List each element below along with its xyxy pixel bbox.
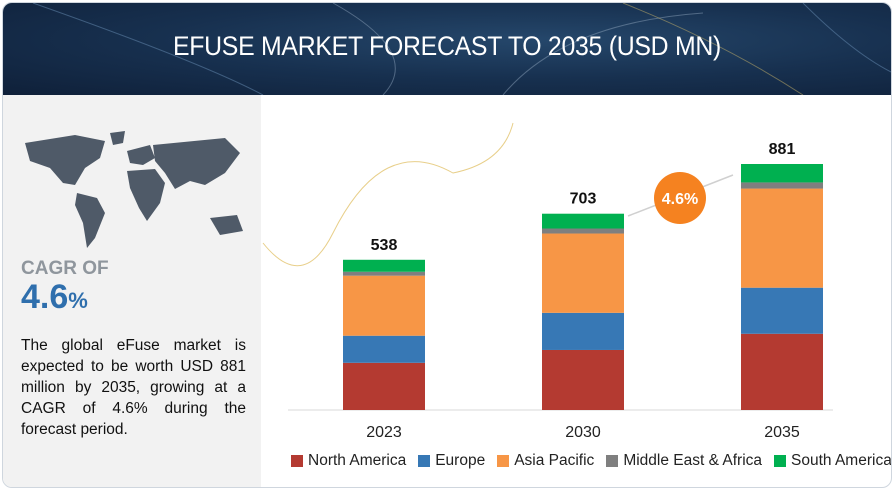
cagr-bubble-label: 4.6% — [662, 191, 698, 208]
decorative-light-trails — [32, 3, 891, 95]
chart-legend: North America Europe Asia Pacific Middle Ea… — [291, 452, 892, 470]
legend-item: Asia Pacific — [497, 452, 594, 470]
legend-label: Middle East & Africa — [623, 452, 763, 469]
world-map-icon — [25, 131, 243, 248]
sidebar-panel: CAGR OF 4.6% The global eFuse market is … — [3, 95, 261, 487]
legend-swatch — [418, 455, 431, 467]
bar-segment-north-america-2023 — [343, 362, 425, 410]
legend-item: Middle East & Africa — [606, 452, 762, 470]
bar-segment-south-america-2035 — [741, 164, 823, 183]
bar-segment-europe-2030 — [542, 312, 624, 350]
legend-swatch — [606, 455, 619, 467]
legend-swatch — [291, 455, 303, 467]
market-description: The global eFuse market is expected to b… — [21, 337, 246, 438]
legend-item: South America — [774, 452, 892, 470]
bar-segment-middle-east-africa-2035 — [741, 182, 823, 189]
legend-label: Asia Pacific — [514, 452, 595, 469]
cagr-unit: % — [68, 288, 88, 313]
bar-segment-middle-east-africa-2030 — [542, 228, 624, 234]
legend-swatch — [774, 455, 787, 467]
legend-item: North America — [291, 452, 406, 470]
total-label-2035: 881 — [769, 141, 796, 158]
decorative-curve — [262, 122, 514, 267]
bar-segment-south-america-2023 — [343, 259, 425, 272]
legend-label: Europe — [435, 452, 486, 469]
bar-segment-middle-east-africa-2023 — [343, 271, 425, 276]
legend-swatch — [497, 455, 510, 467]
bar-segment-south-america-2030 — [542, 213, 624, 229]
header-banner: EFUSE MARKET FORECAST TO 2035 (USD MN) — [3, 3, 891, 95]
total-label-2030: 703 — [570, 191, 597, 208]
cagr-value: 4.6% — [21, 278, 88, 317]
page-title: EFUSE MARKET FORECAST TO 2035 (USD MN) — [172, 31, 722, 61]
stacked-bar-chart: 538 2023 703 2030 881 2035 4.6% — [262, 122, 833, 441]
bar-segment-north-america-2030 — [542, 349, 624, 410]
x-tick-label-2030: 2030 — [565, 424, 601, 441]
bar-segment-europe-2023 — [343, 335, 425, 363]
bar-segment-asia-pacific-2023 — [343, 275, 425, 336]
cagr-label: CAGR OF — [21, 258, 109, 279]
bar-segment-north-america-2035 — [741, 333, 823, 410]
x-tick-label-2023: 2023 — [366, 424, 402, 441]
cagr-number: 4.6 — [21, 278, 69, 316]
legend-item: Europe — [418, 452, 485, 470]
legend-label: South America — [791, 452, 892, 469]
x-tick-label-2035: 2035 — [764, 424, 800, 441]
bar-segment-asia-pacific-2030 — [542, 233, 624, 313]
cagr-bubble — [654, 172, 706, 224]
legend-label: North America — [308, 452, 407, 469]
bar-segment-europe-2035 — [741, 287, 823, 334]
bar-segment-asia-pacific-2035 — [741, 188, 823, 288]
total-label-2023: 538 — [371, 237, 398, 254]
